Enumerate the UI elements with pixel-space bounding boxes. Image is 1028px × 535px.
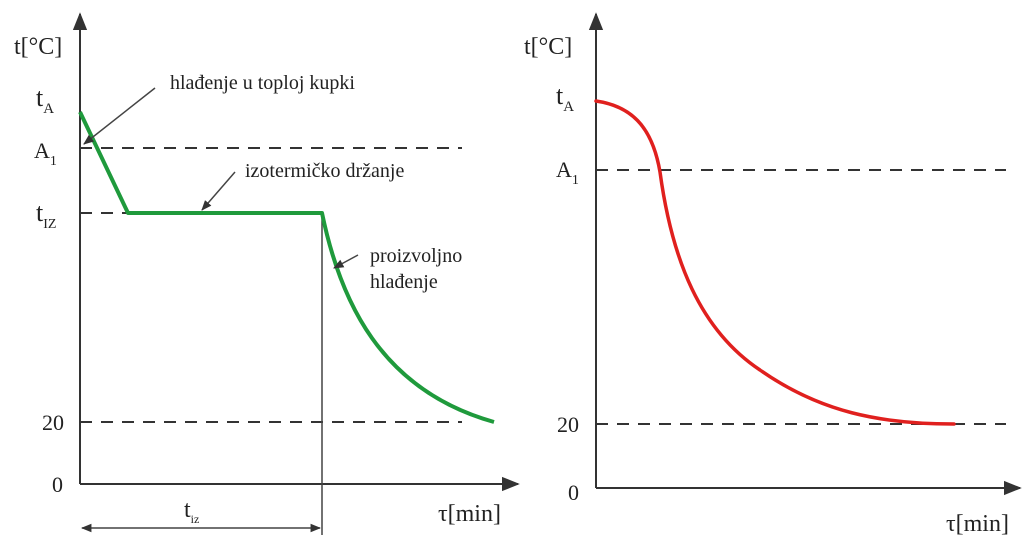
right-cooling-curve [594,99,956,426]
right-tick-0: 0 [568,480,579,505]
left-cooling-curve [78,111,495,424]
annotation-isothermal: izotermičko držanje [245,160,404,182]
right-tick-a1: A1 [556,157,579,188]
annotation-arbitrary-line1: proizvoljno [370,245,462,267]
left-panel: t[°C] τ[min] tA A1 tIZ 20 0 tiz hlađenje… [14,12,520,535]
right-x-axis-label: τ[min] [946,511,1009,535]
left-tick-tiz: tIZ [36,198,56,232]
left-tick-20: 20 [42,410,64,435]
left-y-axis-label: t[°C] [14,34,62,60]
right-tick-20: 20 [557,412,579,437]
right-tick-ta: tA [556,81,574,115]
left-tick-0: 0 [52,472,63,497]
warm-bath-leader [83,87,156,145]
duration-label: tiz [184,497,199,526]
annotation-arbitrary-line2: hlađenje [370,271,438,293]
isothermal-leader [201,171,236,211]
left-x-axis-label: τ[min] [438,501,501,527]
left-tick-ta: tA [36,83,54,117]
right-y-axis-label: t[°C] [524,34,572,60]
left-tick-a1: A1 [34,138,57,169]
arbitrary-leader [333,254,359,269]
annotation-warm-bath: hlađenje u toploj kupki [170,72,355,94]
right-panel: t[°C] τ[min] tA A1 20 0 [524,12,1022,535]
